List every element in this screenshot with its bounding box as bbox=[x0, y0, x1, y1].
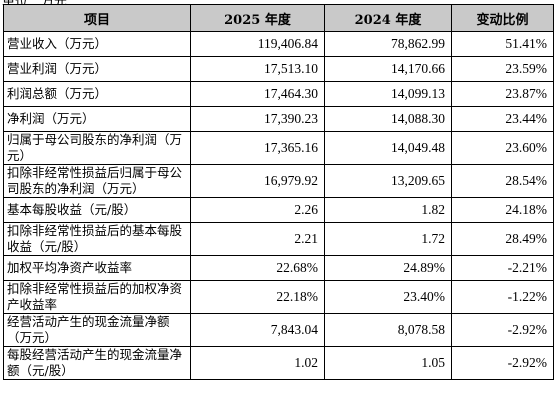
table-header-row: 项目 2025 年度 2024 年度 变动比例 bbox=[3, 4, 554, 32]
value-2024: 23.40% bbox=[324, 280, 452, 314]
value-2024: 14,099.13 bbox=[324, 81, 452, 107]
value-2024: 8,078.58 bbox=[324, 313, 452, 347]
value-2024: 14,088.30 bbox=[324, 106, 452, 132]
change-value: -2.92% bbox=[451, 313, 554, 347]
row-label: 加权平均净资产收益率 bbox=[3, 255, 191, 281]
row-label: 利润总额（万元） bbox=[3, 81, 191, 107]
value-2024: 24.89% bbox=[324, 255, 452, 281]
header-2024: 2024 年度 bbox=[324, 4, 452, 32]
table-row: 每股经营活动产生的现金流量净额（元/股） 1.02 1.05 -2.92% bbox=[3, 346, 554, 380]
row-label: 营业利润（万元） bbox=[3, 56, 191, 82]
value-2025: 7,843.04 bbox=[190, 313, 325, 347]
row-label: 经营活动产生的现金流量净额（万元） bbox=[3, 313, 191, 347]
value-2025: 17,390.23 bbox=[190, 106, 325, 132]
value-2025: 119,406.84 bbox=[190, 31, 325, 57]
clipped-text-fragment: 单位：万元 bbox=[0, 0, 80, 6]
value-2025: 2.21 bbox=[190, 222, 325, 256]
row-label: 扣除非经常性损益后的基本每股收益（元/股） bbox=[3, 222, 191, 256]
value-2024: 14,049.48 bbox=[324, 131, 452, 165]
header-2025: 2025 年度 bbox=[190, 4, 325, 32]
header-item: 项目 bbox=[3, 4, 191, 32]
value-2024: 1.82 bbox=[324, 197, 452, 223]
row-label: 扣除非经常性损益后归属于母公司股东的净利润（万元） bbox=[3, 164, 191, 198]
change-value: 51.41% bbox=[451, 31, 554, 57]
header-change: 变动比例 bbox=[451, 4, 554, 32]
row-label: 扣除非经常性损益后的加权净资产收益率 bbox=[3, 280, 191, 314]
table-row: 扣除非经常性损益后的加权净资产收益率 22.18% 23.40% -1.22% bbox=[3, 280, 554, 314]
value-2025: 16,979.92 bbox=[190, 164, 325, 198]
table-row: 利润总额（万元） 17,464.30 14,099.13 23.87% bbox=[3, 81, 554, 107]
change-value: 28.54% bbox=[451, 164, 554, 198]
row-label: 每股经营活动产生的现金流量净额（元/股） bbox=[3, 346, 191, 380]
table-row: 净利润（万元） 17,390.23 14,088.30 23.44% bbox=[3, 106, 554, 132]
value-2025: 17,513.10 bbox=[190, 56, 325, 82]
change-value: -2.21% bbox=[451, 255, 554, 281]
financial-summary-table: 项目 2025 年度 2024 年度 变动比例 营业收入（万元） 119,406… bbox=[3, 4, 554, 380]
table-row: 扣除非经常性损益后归属于母公司股东的净利润（万元） 16,979.92 13,2… bbox=[3, 164, 554, 198]
table-row: 加权平均净资产收益率 22.68% 24.89% -2.21% bbox=[3, 255, 554, 281]
table-row: 基本每股收益（元/股） 2.26 1.82 24.18% bbox=[3, 197, 554, 223]
value-2025: 22.18% bbox=[190, 280, 325, 314]
value-2024: 14,170.66 bbox=[324, 56, 452, 82]
value-2025: 17,464.30 bbox=[190, 81, 325, 107]
table-row: 扣除非经常性损益后的基本每股收益（元/股） 2.21 1.72 28.49% bbox=[3, 222, 554, 256]
table-row: 归属于母公司股东的净利润（万元） 17,365.16 14,049.48 23.… bbox=[3, 131, 554, 165]
change-value: 23.44% bbox=[451, 106, 554, 132]
value-2024: 78,862.99 bbox=[324, 31, 452, 57]
value-2025: 22.68% bbox=[190, 255, 325, 281]
value-2024: 1.72 bbox=[324, 222, 452, 256]
value-2024: 13,209.65 bbox=[324, 164, 452, 198]
change-value: 23.60% bbox=[451, 131, 554, 165]
change-value: 24.18% bbox=[451, 197, 554, 223]
row-label: 净利润（万元） bbox=[3, 106, 191, 132]
row-label: 归属于母公司股东的净利润（万元） bbox=[3, 131, 191, 165]
row-label: 基本每股收益（元/股） bbox=[3, 197, 191, 223]
row-label: 营业收入（万元） bbox=[3, 31, 191, 57]
table-row: 经营活动产生的现金流量净额（万元） 7,843.04 8,078.58 -2.9… bbox=[3, 313, 554, 347]
value-2025: 1.02 bbox=[190, 346, 325, 380]
change-value: -1.22% bbox=[451, 280, 554, 314]
change-value: 23.87% bbox=[451, 81, 554, 107]
value-2025: 2.26 bbox=[190, 197, 325, 223]
change-value: 23.59% bbox=[451, 56, 554, 82]
value-2025: 17,365.16 bbox=[190, 131, 325, 165]
change-value: -2.92% bbox=[451, 346, 554, 380]
table-row: 营业利润（万元） 17,513.10 14,170.66 23.59% bbox=[3, 56, 554, 82]
change-value: 28.49% bbox=[451, 222, 554, 256]
table-row: 营业收入（万元） 119,406.84 78,862.99 51.41% bbox=[3, 31, 554, 57]
value-2024: 1.05 bbox=[324, 346, 452, 380]
